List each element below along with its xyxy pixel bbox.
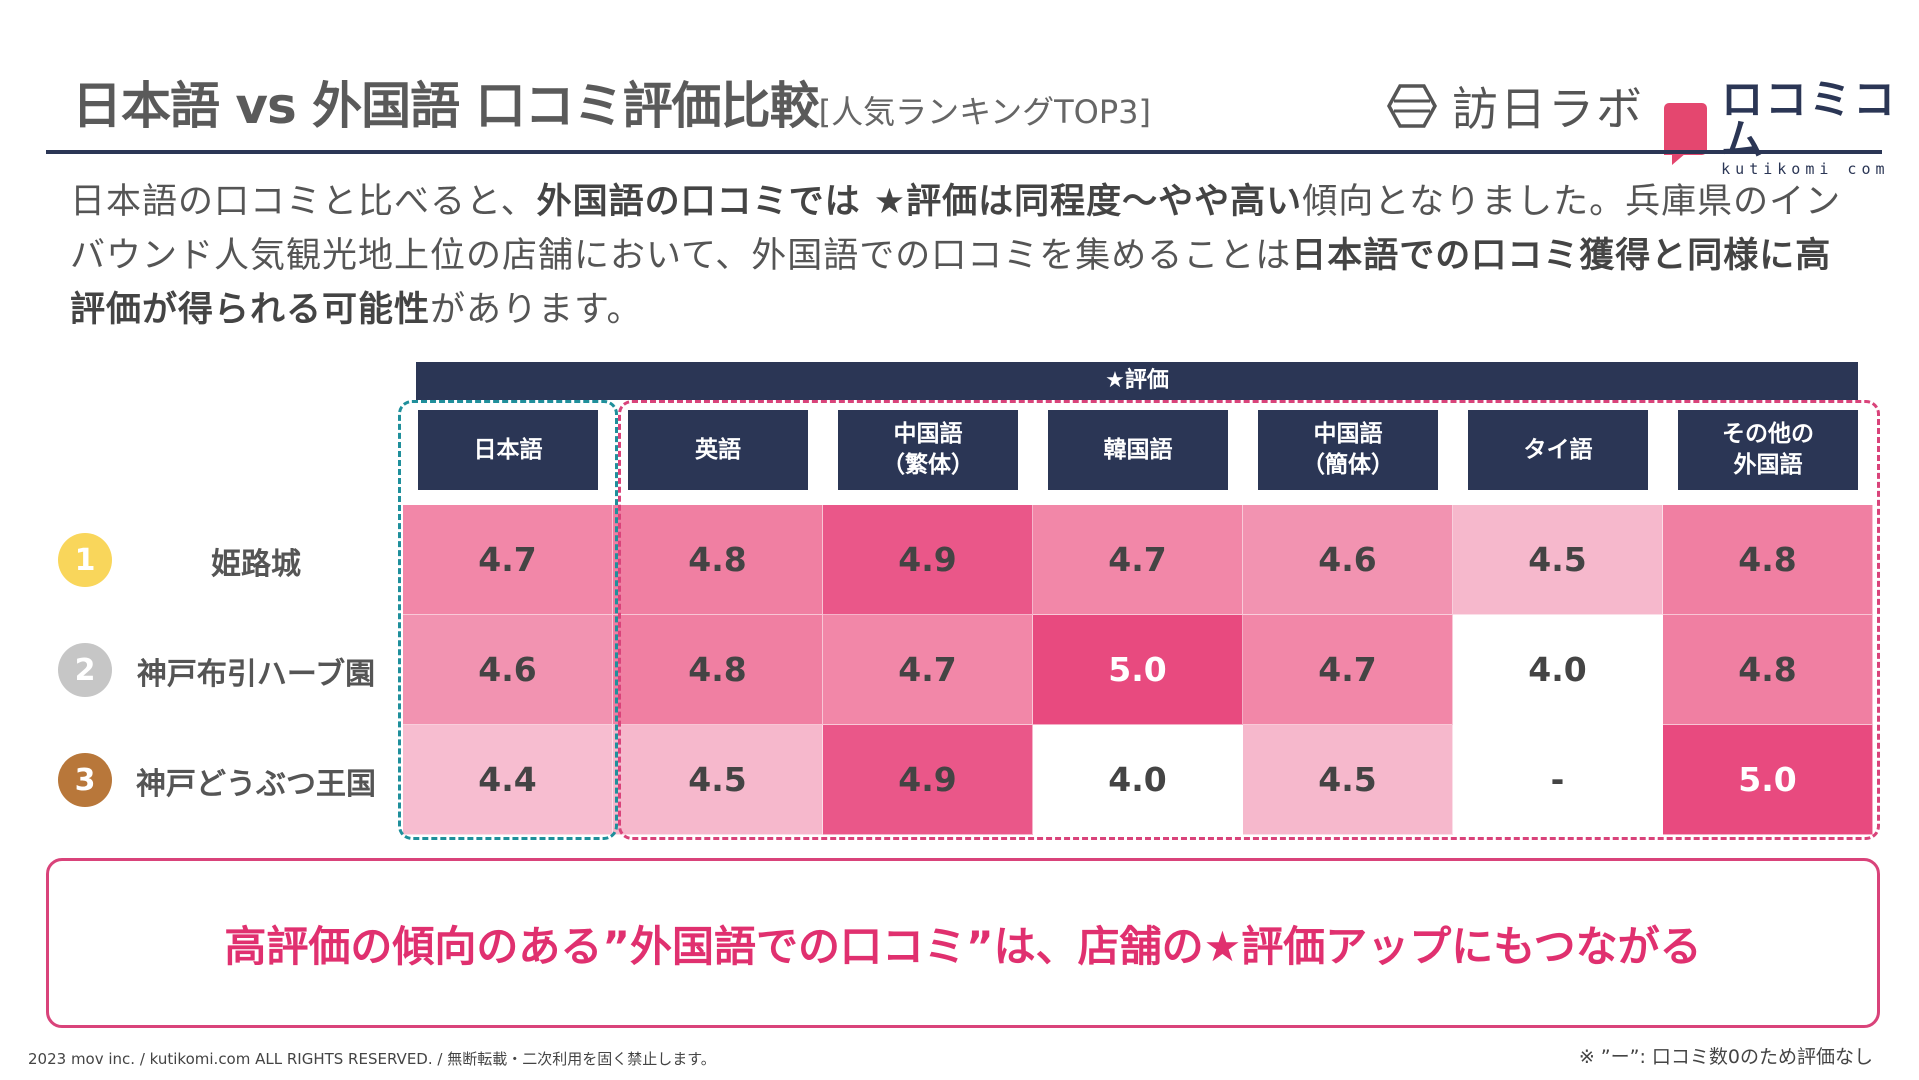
rank-badge: 1 [58, 533, 112, 587]
column-header: 英語 [628, 410, 808, 490]
rating-cell: 4.5 [613, 725, 823, 835]
houjitsu-lab-logo: 訪日ラボ [1386, 76, 1644, 136]
column-header: その他の 外国語 [1678, 410, 1858, 490]
conclusion-box: 高評価の傾向のある”外国語での口コミ”は、店舗の★評価アップにもつながる [46, 858, 1880, 1028]
rating-cell: 4.6 [403, 615, 613, 725]
column-header: タイ語 [1468, 410, 1648, 490]
rating-cell: 4.8 [1663, 505, 1873, 615]
japanese-highlight-box [398, 400, 618, 840]
star-rating-header: ★評価 [416, 362, 1858, 400]
title-divider [46, 150, 1882, 154]
column-header: 韓国語 [1048, 410, 1228, 490]
rating-cell: 4.9 [823, 505, 1033, 615]
rating-cell: - [1453, 725, 1663, 835]
column-header: 日本語 [418, 410, 598, 490]
kutikomi-name: ロコミコム [1721, 75, 1898, 164]
kutikomi-logo: ロコミコム kutikomi com [1664, 75, 1919, 178]
rating-cell: 4.5 [1243, 725, 1453, 835]
rating-cell: 4.6 [1243, 505, 1453, 615]
rating-cell: 4.0 [1033, 725, 1243, 835]
rating-cell: 4.8 [613, 505, 823, 615]
column-header: 中国語 （簡体） [1258, 410, 1438, 490]
copyright: 2023 mov inc. / kutikomi.com ALL RIGHTS … [28, 1050, 716, 1068]
foreign-highlight-box [618, 400, 1880, 840]
rating-cell: 4.8 [1663, 615, 1873, 725]
description: 日本語の口コミと比べると、外国語の口コミでは ★評価は同程度〜やや高い傾向となり… [70, 175, 1860, 337]
spot-name: 神戸どうぶつ王国 [136, 767, 376, 802]
description-part-3: があります。 [430, 290, 643, 330]
rating-cell: 4.9 [823, 725, 1033, 835]
description-bold-2: 日本語での口コミ獲得と同様に高評価が得られる可能性 [70, 236, 1832, 330]
title-main: 日本語 vs 外国語 口コミ評価比較 [72, 77, 820, 135]
spot-name: 神戸布引ハーブ園 [136, 657, 376, 692]
rating-cell: 4.7 [1243, 615, 1453, 725]
description-part-2: 傾向となりました。兵庫県のインバウンド人気観光地上位の店舗において、外国語での口… [70, 182, 1842, 276]
rank-badge: 2 [58, 643, 112, 697]
houjitsu-lab-icon [1387, 84, 1437, 128]
houjitsu-lab-text: 訪日ラボ [1452, 82, 1644, 136]
footnote: ※ ”ー”: 口コミ数0のため評価なし [1578, 1046, 1873, 1068]
rating-cell: 4.4 [403, 725, 613, 835]
conclusion-text: 高評価の傾向のある”外国語での口コミ”は、店舗の★評価アップにもつながる [224, 921, 1702, 971]
spot-name: 姫路城 [211, 547, 301, 582]
rating-cell: 4.8 [613, 615, 823, 725]
rating-cell: 4.7 [823, 615, 1033, 725]
page-title: 日本語 vs 外国語 口コミ評価比較[人気ランキングTOP3] [72, 66, 1151, 138]
description-bold-1: 外国語の口コミでは ★評価は同程度〜やや高い [536, 182, 1303, 222]
rating-cell: 5.0 [1663, 725, 1873, 835]
rating-cell: 4.5 [1453, 505, 1663, 615]
kutikomi-mark-icon [1664, 103, 1708, 165]
rank-badge: 3 [58, 753, 112, 807]
kutikomi-url: kutikomi com [1721, 160, 1890, 178]
title-subtitle: [人気ランキングTOP3] [818, 93, 1151, 131]
rating-cell: 4.0 [1453, 615, 1663, 725]
rating-cell: 4.7 [1033, 505, 1243, 615]
rating-cell: 5.0 [1033, 615, 1243, 725]
description-part-1: 日本語の口コミと比べると、 [70, 182, 537, 222]
column-header: 中国語 （繁体） [838, 410, 1018, 490]
rating-cell: 4.7 [403, 505, 613, 615]
